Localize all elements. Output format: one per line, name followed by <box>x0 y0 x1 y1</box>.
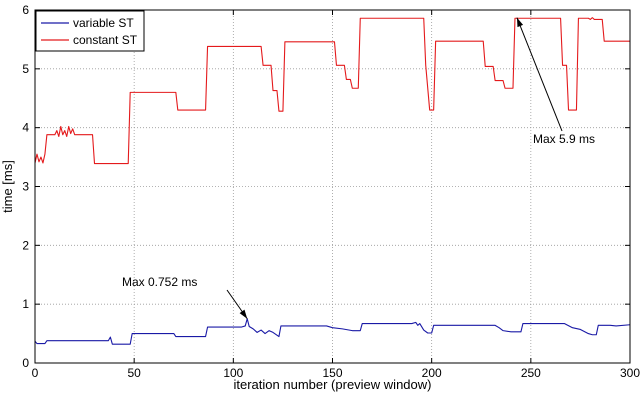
legend: variable ST constant ST <box>35 10 145 52</box>
annotation-arrow-max-constant <box>516 17 563 132</box>
legend-label-variable-st: variable ST <box>73 16 134 30</box>
series-line-constant-st <box>34 17 630 165</box>
y-tick-label: 4 <box>22 121 29 135</box>
y-axis-label: time [ms] <box>0 160 15 213</box>
axis-ticks: 0 50 100 150 200 250 300 0 1 2 3 4 5 6 <box>22 3 640 380</box>
y-tick-label: 0 <box>22 356 29 370</box>
y-tick-label: 1 <box>22 297 29 311</box>
series-line-variable-st <box>34 318 631 345</box>
x-tick-label: 250 <box>521 366 541 380</box>
grid <box>35 10 630 363</box>
x-axis-label: iteration number (preview window) <box>234 377 432 392</box>
y-tick-label: 5 <box>22 62 29 76</box>
x-tick-label: 100 <box>223 366 243 380</box>
x-tick-label: 0 <box>32 366 39 380</box>
legend-label-constant-st: constant ST <box>73 33 138 47</box>
x-tick-label: 300 <box>620 366 640 380</box>
y-tick-label: 3 <box>22 180 29 194</box>
legend-box <box>35 10 145 52</box>
annotation-max-variable: Max 0.752 ms <box>122 275 197 289</box>
x-tick-label: 150 <box>322 366 342 380</box>
x-tick-label: 200 <box>422 366 442 380</box>
annotations: Max 5.9 ms Max 0.752 ms <box>122 17 595 320</box>
x-tick-label: 50 <box>127 366 141 380</box>
y-tick-label: 2 <box>22 238 29 252</box>
y-tick-label: 6 <box>22 3 29 17</box>
annotation-arrowhead-max-constant <box>516 17 524 28</box>
annotation-arrowhead-max-variable <box>239 309 248 319</box>
annotation-max-constant: Max 5.9 ms <box>533 132 595 146</box>
series-layer <box>34 17 631 345</box>
